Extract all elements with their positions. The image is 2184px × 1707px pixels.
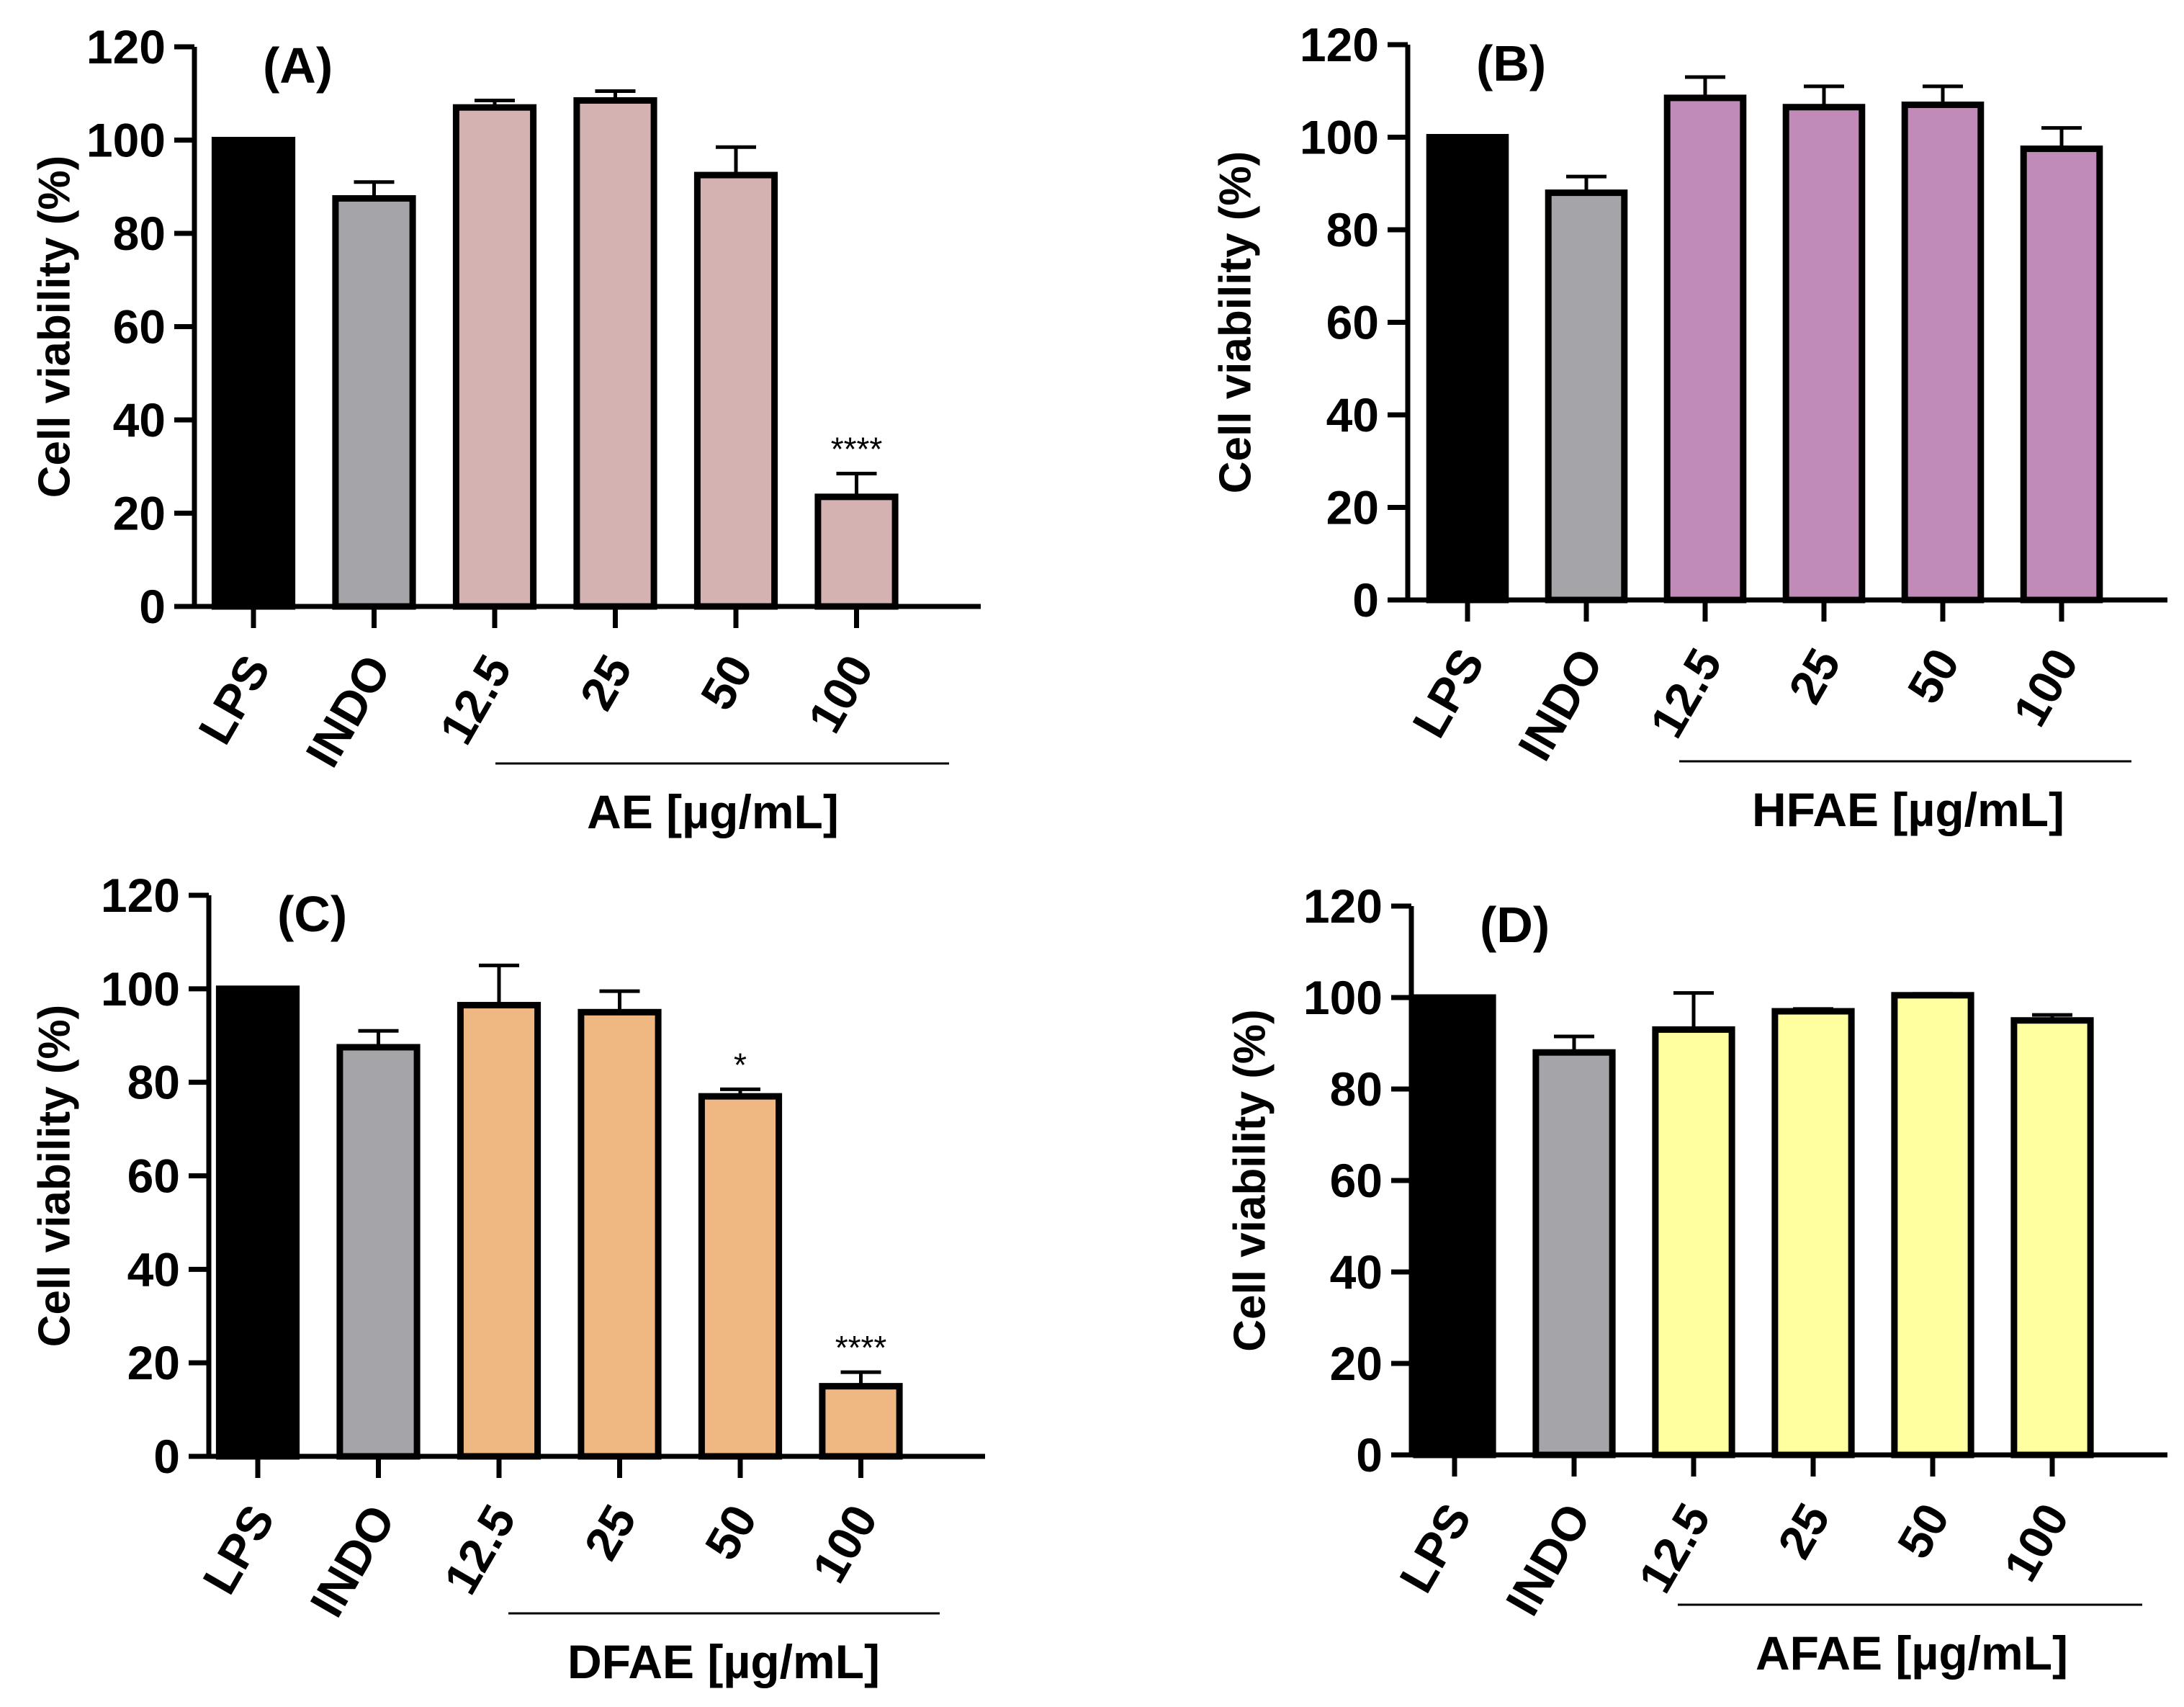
y-tick-label: 20 <box>127 1336 180 1389</box>
bar <box>573 97 657 610</box>
bar <box>452 104 537 610</box>
y-tick-label: 0 <box>139 580 166 633</box>
panel-label: (A) <box>263 37 333 94</box>
y-tick-label: 80 <box>127 1056 180 1109</box>
panel-label: (B) <box>1476 35 1546 91</box>
bar <box>211 137 296 610</box>
group-label: AE [µg/mL] <box>587 785 839 838</box>
y-tick-label: 0 <box>1356 1428 1383 1482</box>
y-tick-label: 40 <box>1330 1245 1383 1299</box>
y-axis-title: Cell viability (%) <box>30 156 79 498</box>
y-tick-label: 0 <box>1352 573 1379 627</box>
y-tick-label: 20 <box>1330 1337 1383 1390</box>
panel-label: (D) <box>1480 897 1550 953</box>
bar <box>457 1002 541 1460</box>
y-tick-label: 20 <box>1326 481 1379 534</box>
x-tick-label: 12.5 <box>1640 640 1732 746</box>
y-tick-label: 80 <box>1330 1062 1383 1116</box>
x-tick-label: INDO <box>1508 640 1614 769</box>
bar <box>1545 189 1628 604</box>
group-label: AFAE [µg/mL] <box>1756 1626 2068 1680</box>
y-tick-label: 100 <box>1303 971 1383 1024</box>
x-tick-label: 12.5 <box>429 646 521 753</box>
significance-marker: **** <box>835 1329 887 1366</box>
bar <box>1891 992 1974 1459</box>
x-tick-label: 25 <box>1767 1495 1840 1567</box>
bar <box>215 985 300 1460</box>
y-tick-label: 100 <box>1300 111 1379 164</box>
y-tick-label: 80 <box>1326 203 1379 256</box>
y-tick-label: 40 <box>1326 388 1379 442</box>
bar <box>814 493 899 610</box>
y-tick-label: 60 <box>113 300 166 354</box>
bar <box>2010 1017 2094 1459</box>
x-tick-label: LPS <box>192 1496 284 1603</box>
bar <box>1663 94 1747 604</box>
x-tick-label: 25 <box>570 646 642 719</box>
bar <box>1413 994 1496 1459</box>
bar <box>819 1383 903 1460</box>
y-axis-title: Cell viability (%) <box>1225 1009 1275 1351</box>
x-tick-label: 50 <box>1887 1495 1959 1567</box>
x-tick-label: 100 <box>1993 1495 2079 1590</box>
x-tick-label: INDO <box>295 646 401 776</box>
group-label: HFAE [µg/mL] <box>1752 783 2064 836</box>
y-tick-label: 100 <box>101 962 180 1016</box>
bar <box>1652 1026 1735 1459</box>
bar <box>1532 1049 1616 1459</box>
x-tick-label: 25 <box>574 1496 647 1569</box>
y-tick-label: 0 <box>153 1430 180 1483</box>
bar <box>336 1044 421 1460</box>
x-tick-label: 25 <box>1778 640 1851 712</box>
significance-marker: * <box>734 1046 747 1083</box>
y-tick-label: 120 <box>1300 18 1379 71</box>
y-tick-label: 40 <box>127 1242 180 1296</box>
y-tick-label: 20 <box>113 487 166 540</box>
y-tick-label: 100 <box>86 114 166 167</box>
panel-d: 0 20 40 60 80 100 120 Cell viability (%) (D) LPS I… <box>1225 879 2167 1680</box>
bar <box>693 171 778 610</box>
x-tick-label: INDO <box>300 1496 405 1626</box>
significance-marker: **** <box>831 430 883 467</box>
x-tick-label: 12.5 <box>433 1496 526 1603</box>
y-tick-label: 80 <box>113 207 166 260</box>
bar <box>332 194 416 610</box>
y-tick-label: 60 <box>127 1150 180 1203</box>
panel-a: 0 20 40 60 80 100 120 Cell viability (%) (A) LPS I… <box>30 20 981 838</box>
y-tick-label: 120 <box>1303 879 1383 933</box>
x-tick-label: 100 <box>801 1496 887 1591</box>
group-label: DFAE [µg/mL] <box>567 1635 880 1688</box>
bar <box>1426 134 1509 604</box>
x-tick-label: LPS <box>188 646 280 753</box>
y-axis-title: Cell viability (%) <box>30 1005 79 1347</box>
x-tick-label: 12.5 <box>1628 1495 1720 1601</box>
y-tick-label: 60 <box>1330 1154 1383 1207</box>
y-tick-label: 60 <box>1326 296 1379 349</box>
panel-b: 0 20 40 60 80 100 120 Cell viability (%) (B) LPS I… <box>1210 18 2167 836</box>
x-tick-label: LPS <box>1389 1495 1481 1601</box>
x-tick-label: 50 <box>690 646 763 719</box>
x-tick-label: INDO <box>1496 1495 1601 1624</box>
x-tick-label: LPS <box>1402 640 1494 746</box>
bar <box>578 1008 662 1460</box>
x-tick-label: 50 <box>694 1496 767 1569</box>
panel-c: 0 20 40 60 80 100 120 Cell viability (%) (C) LPS I… <box>30 869 985 1688</box>
panel-label: (C) <box>277 886 347 942</box>
bar <box>2020 145 2103 604</box>
y-axis-title: Cell viability (%) <box>1210 151 1260 493</box>
x-tick-label: 100 <box>2003 640 2088 735</box>
bar <box>1901 102 1985 604</box>
y-tick-label: 120 <box>101 869 180 922</box>
bar <box>698 1093 783 1460</box>
bar <box>1771 1008 1855 1459</box>
bar <box>1782 104 1866 604</box>
x-tick-label: 100 <box>797 646 883 741</box>
y-tick-label: 120 <box>86 20 166 73</box>
x-tick-label: 50 <box>1897 640 1969 712</box>
y-tick-label: 40 <box>113 393 166 447</box>
